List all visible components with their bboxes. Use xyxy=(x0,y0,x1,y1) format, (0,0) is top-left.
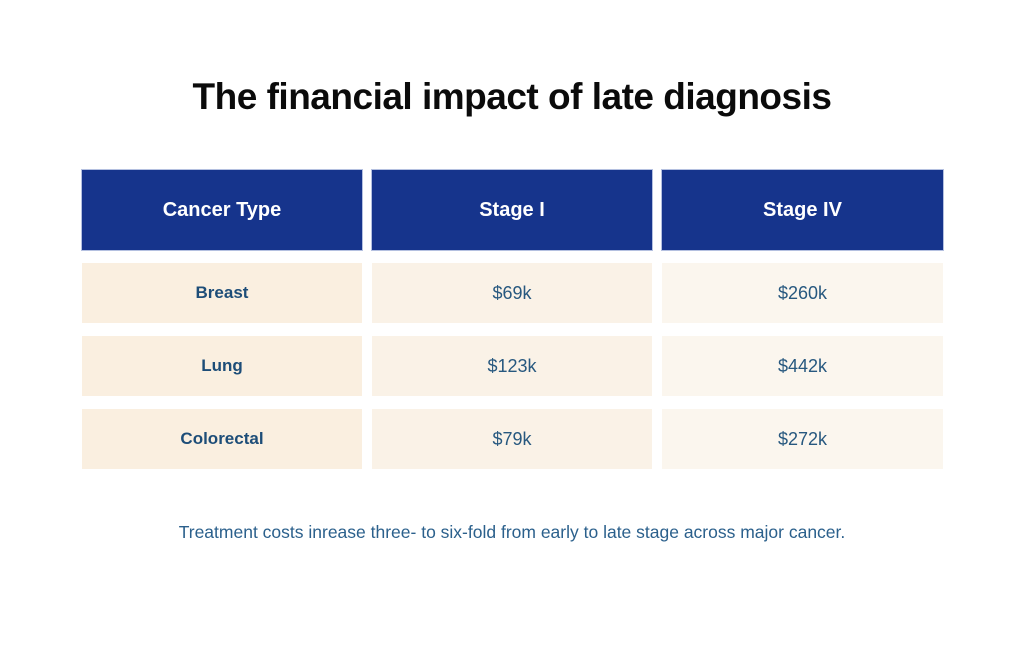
row-breast-stage1-value: $69k xyxy=(372,263,652,323)
row-lung-stage1-value: $123k xyxy=(372,336,652,396)
row-colorectal-type: Colorectal xyxy=(82,409,362,469)
page-title: The financial impact of late diagnosis xyxy=(192,76,832,117)
row-lung-type: Lung xyxy=(82,336,362,396)
cost-table: Cancer Type Stage I Stage IV Breast $69k… xyxy=(82,170,943,469)
caption-text: Treatment costs inrease three- to six-fo… xyxy=(178,522,846,542)
row-breast-stage4-value: $260k xyxy=(662,263,943,323)
column-header-cancer-type: Cancer Type xyxy=(82,170,362,250)
row-colorectal-stage4-value: $272k xyxy=(662,409,943,469)
row-colorectal-stage1-value: $79k xyxy=(372,409,652,469)
row-breast-type: Breast xyxy=(82,263,362,323)
column-header-stage-1: Stage I xyxy=(372,170,652,250)
row-lung-stage4-value: $442k xyxy=(662,336,943,396)
column-header-stage-4: Stage IV xyxy=(662,170,943,250)
